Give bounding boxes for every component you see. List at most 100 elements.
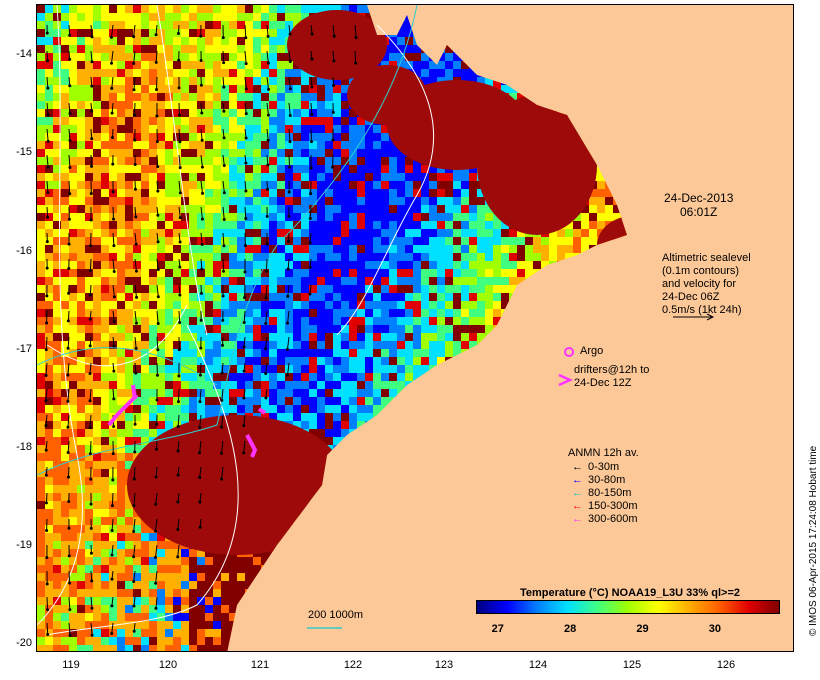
sst-cell bbox=[117, 149, 125, 157]
sst-cell bbox=[101, 445, 109, 453]
sst-cell bbox=[421, 277, 429, 285]
sst-cell bbox=[309, 317, 317, 325]
sst-cell bbox=[277, 157, 285, 165]
sst-cell bbox=[229, 397, 237, 405]
sst-cell bbox=[125, 85, 133, 93]
sst-cell bbox=[173, 381, 181, 389]
sst-cell bbox=[333, 181, 341, 189]
sst-cell bbox=[205, 61, 213, 69]
sst-cell bbox=[117, 157, 125, 165]
sst-cell bbox=[85, 69, 93, 77]
sst-cell bbox=[141, 13, 149, 21]
sst-cell bbox=[45, 277, 53, 285]
sst-cell bbox=[69, 173, 77, 181]
sst-cell bbox=[461, 221, 469, 229]
sst-cell bbox=[365, 229, 373, 237]
sst-cell bbox=[277, 253, 285, 261]
sst-cell bbox=[477, 205, 485, 213]
sst-cell bbox=[197, 253, 205, 261]
sst-cell bbox=[501, 269, 509, 277]
sst-cell bbox=[85, 413, 93, 421]
sst-cell bbox=[189, 381, 197, 389]
sst-cell bbox=[165, 413, 173, 421]
sst-cell bbox=[221, 53, 229, 61]
sst-cell bbox=[469, 341, 477, 349]
sst-cell bbox=[413, 333, 421, 341]
sst-cell bbox=[85, 181, 93, 189]
sst-cell bbox=[333, 397, 341, 405]
sst-cell bbox=[189, 69, 197, 77]
sst-cell bbox=[133, 205, 141, 213]
sst-cell bbox=[253, 37, 261, 45]
sst-cell bbox=[69, 509, 77, 517]
sst-cell bbox=[445, 245, 453, 253]
sst-cell bbox=[181, 61, 189, 69]
sst-cell bbox=[93, 501, 101, 509]
sst-cell bbox=[397, 149, 405, 157]
sst-cell bbox=[421, 365, 429, 373]
sst-cell bbox=[165, 405, 173, 413]
sst-cell bbox=[101, 205, 109, 213]
sst-cell bbox=[77, 285, 85, 293]
sst-cell bbox=[197, 269, 205, 277]
sst-cell bbox=[229, 237, 237, 245]
sst-cell bbox=[365, 13, 373, 21]
sst-cell bbox=[141, 29, 149, 37]
sst-cell bbox=[149, 45, 157, 53]
sst-cell bbox=[125, 357, 133, 365]
sst-cell bbox=[309, 229, 317, 237]
sst-cell bbox=[253, 165, 261, 173]
sst-cell bbox=[165, 317, 173, 325]
sst-cell bbox=[253, 237, 261, 245]
sst-cell bbox=[261, 237, 269, 245]
sst-cell bbox=[213, 5, 221, 13]
sst-cell bbox=[205, 277, 213, 285]
sst-cell bbox=[93, 237, 101, 245]
sst-cell bbox=[501, 261, 509, 269]
sst-cell bbox=[493, 245, 501, 253]
sst-cell bbox=[293, 109, 301, 117]
sst-cell bbox=[189, 389, 197, 397]
sst-cell bbox=[301, 13, 309, 21]
sst-cell bbox=[141, 189, 149, 197]
sst-cell bbox=[77, 125, 85, 133]
sst-cell bbox=[317, 413, 325, 421]
sst-cell bbox=[37, 533, 45, 541]
sst-cell bbox=[61, 341, 69, 349]
sst-cell bbox=[437, 333, 445, 341]
sst-cell bbox=[205, 205, 213, 213]
sst-cell bbox=[77, 413, 85, 421]
sst-cell bbox=[37, 213, 45, 221]
sst-cell bbox=[437, 309, 445, 317]
sst-cell bbox=[301, 149, 309, 157]
sst-cell bbox=[85, 109, 93, 117]
sst-cell bbox=[285, 413, 293, 421]
sst-cell bbox=[221, 37, 229, 45]
sst-cell bbox=[221, 221, 229, 229]
sst-cell bbox=[181, 117, 189, 125]
sst-cell bbox=[93, 173, 101, 181]
sst-cell bbox=[117, 245, 125, 253]
sst-cell bbox=[317, 125, 325, 133]
sst-cell bbox=[85, 365, 93, 373]
sst-cell bbox=[549, 237, 557, 245]
sst-cell bbox=[357, 157, 365, 165]
sst-cell bbox=[69, 389, 77, 397]
sst-cell bbox=[349, 133, 357, 141]
sst-cell bbox=[293, 149, 301, 157]
sst-cell bbox=[37, 381, 45, 389]
sst-cell bbox=[341, 77, 349, 85]
sst-cell bbox=[229, 45, 237, 53]
sst-cell bbox=[333, 149, 341, 157]
sst-cell bbox=[221, 149, 229, 157]
sst-cell bbox=[333, 5, 341, 13]
sst-cell bbox=[245, 301, 253, 309]
sst-cell bbox=[165, 349, 173, 357]
sst-cell bbox=[85, 477, 93, 485]
sst-cell bbox=[141, 213, 149, 221]
sst-cell bbox=[221, 277, 229, 285]
sst-cell bbox=[189, 109, 197, 117]
sst-cell bbox=[205, 261, 213, 269]
sst-cell bbox=[61, 533, 69, 541]
sst-cell bbox=[93, 445, 101, 453]
